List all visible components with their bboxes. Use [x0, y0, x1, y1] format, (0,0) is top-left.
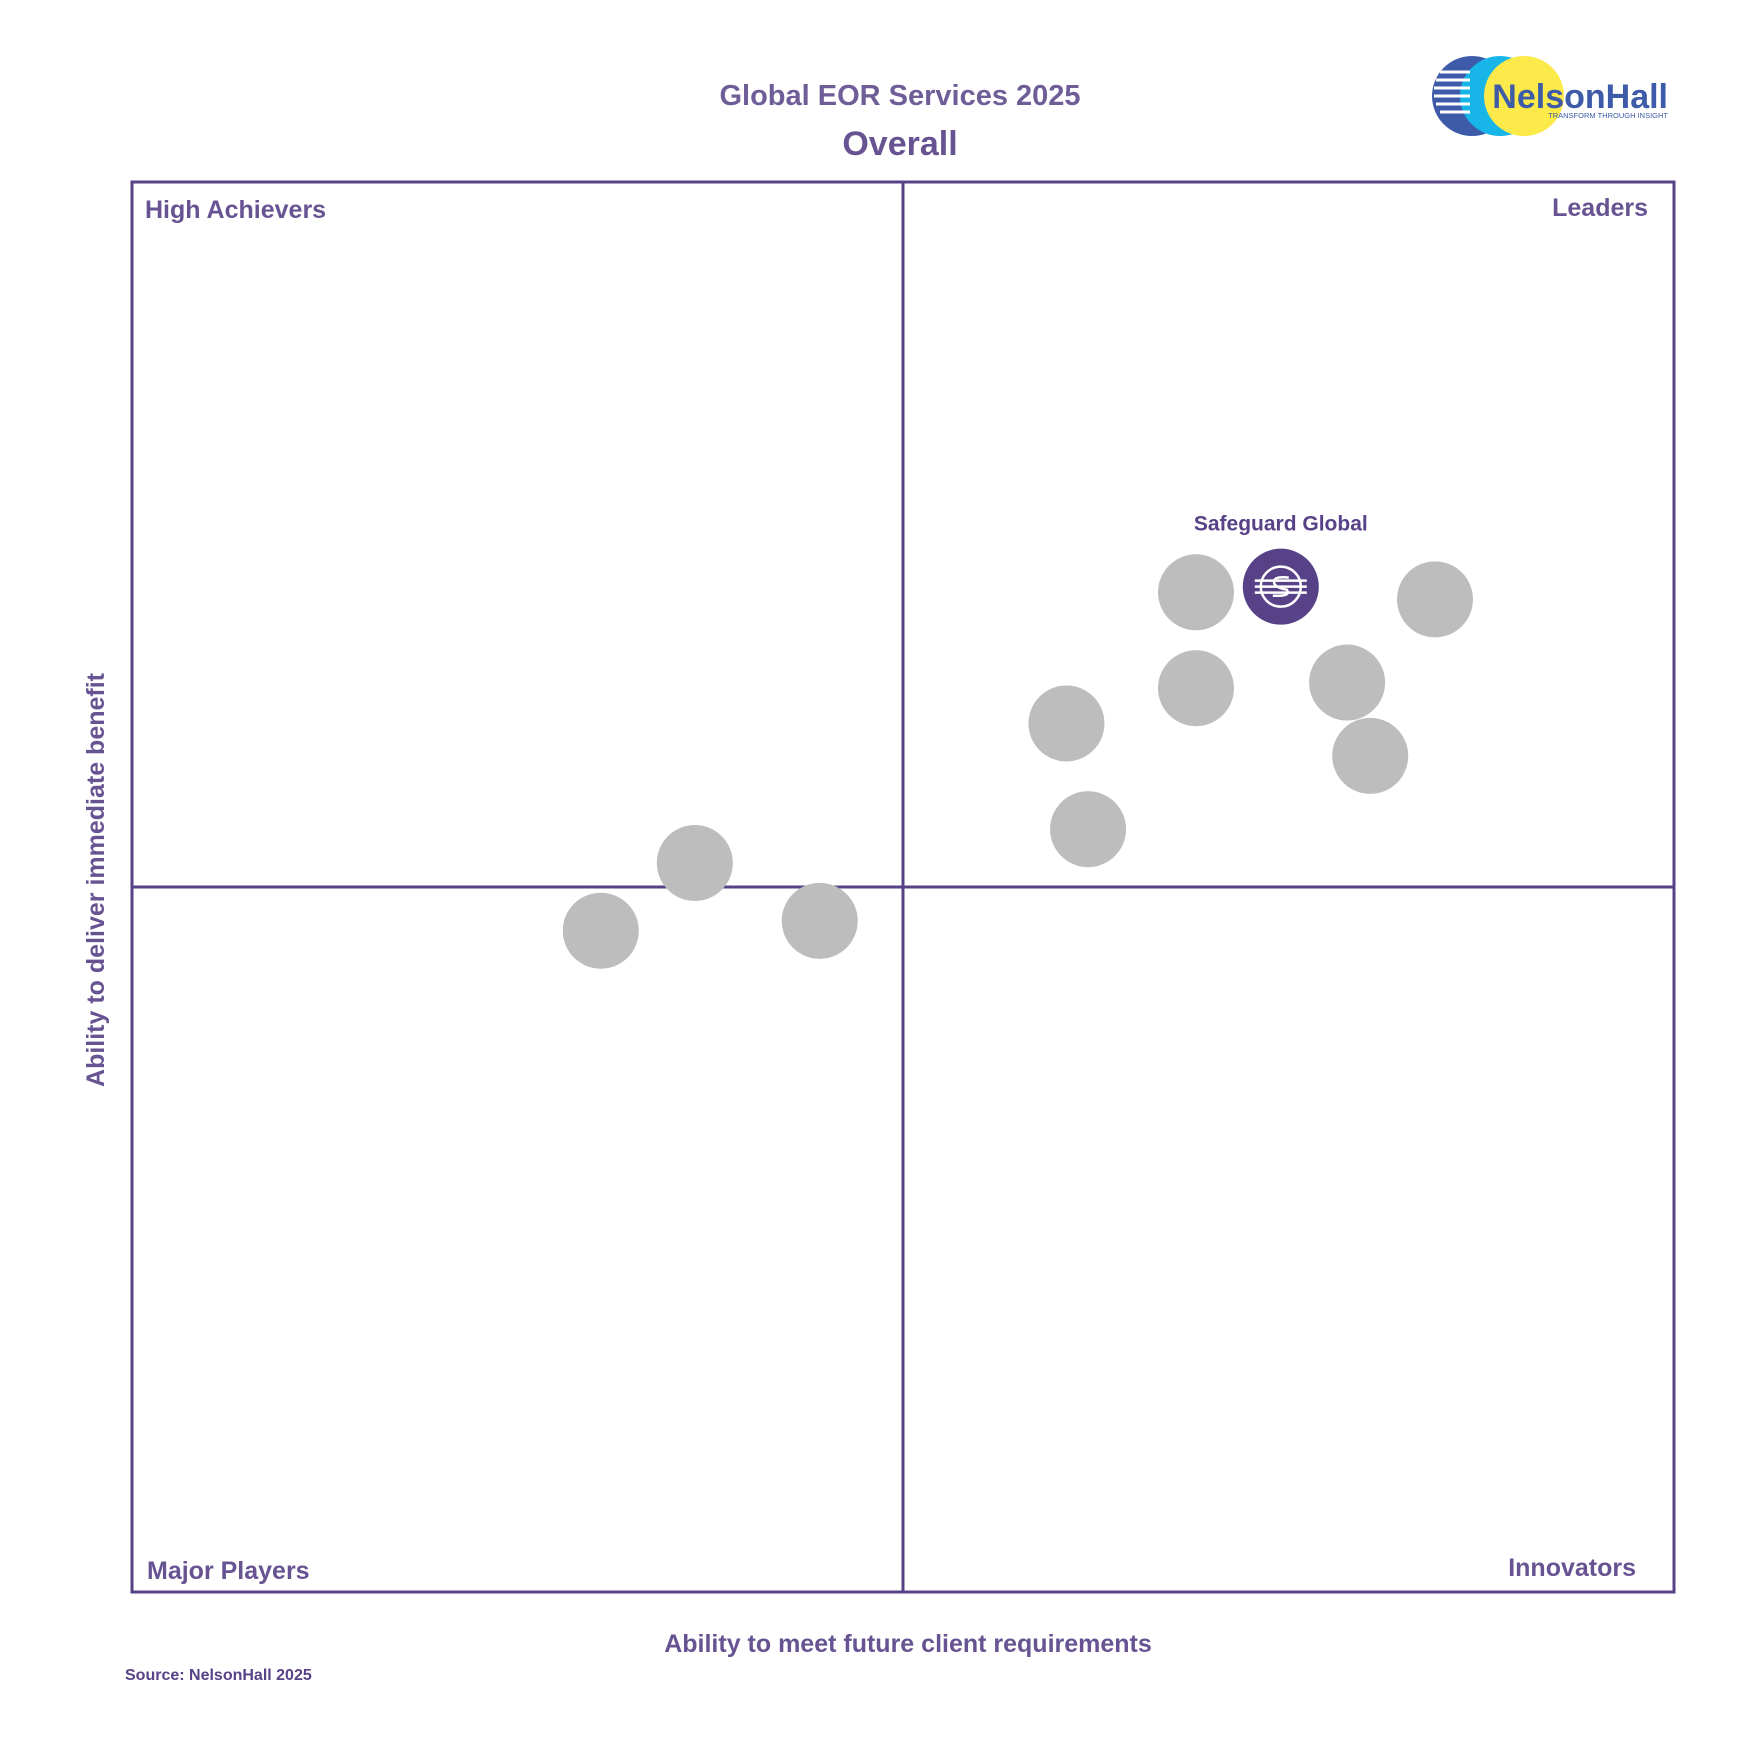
source-note: Source: NelsonHall 2025: [125, 1667, 312, 1684]
y-axis-label: Ability to deliver immediate benefit: [82, 672, 110, 1087]
data-points: Safeguard Global: [562, 513, 1473, 969]
data-point: [1309, 644, 1386, 721]
logo-tagline: TRANSFORM THROUGH INSIGHT: [1548, 111, 1668, 120]
nelsonhall-logo: NelsonHall TRANSFORM THROUGH INSIGHT: [1432, 56, 1668, 136]
data-point: [562, 892, 639, 969]
safeguard-logo-icon: [1254, 565, 1307, 608]
x-axis-label: Ability to meet future client requiremen…: [664, 1630, 1152, 1658]
quadrant-label-high-achievers: High Achievers: [145, 196, 326, 224]
data-point: [1028, 685, 1105, 762]
data-point: [781, 882, 858, 959]
chart-title: Global EOR Services 2025: [719, 80, 1080, 112]
highlight-point-label: Safeguard Global: [1194, 513, 1368, 536]
data-point: [1396, 561, 1473, 638]
logo-wordmark: NelsonHall: [1492, 78, 1668, 116]
logo-lines-icon: [1434, 70, 1470, 114]
highlight-point: Safeguard Global: [1194, 513, 1368, 625]
quadrant-label-innovators: Innovators: [1508, 1554, 1636, 1582]
chart-subtitle: Overall: [842, 125, 957, 163]
data-point: [656, 825, 733, 902]
data-point: [1050, 791, 1127, 868]
data-point: [1157, 554, 1234, 631]
quadrant-label-major-players: Major Players: [147, 1557, 310, 1585]
logo-circle-yellow: [1484, 56, 1564, 136]
quadrant-label-leaders: Leaders: [1552, 194, 1648, 222]
data-point: [1332, 717, 1409, 794]
data-point: [1157, 650, 1234, 727]
